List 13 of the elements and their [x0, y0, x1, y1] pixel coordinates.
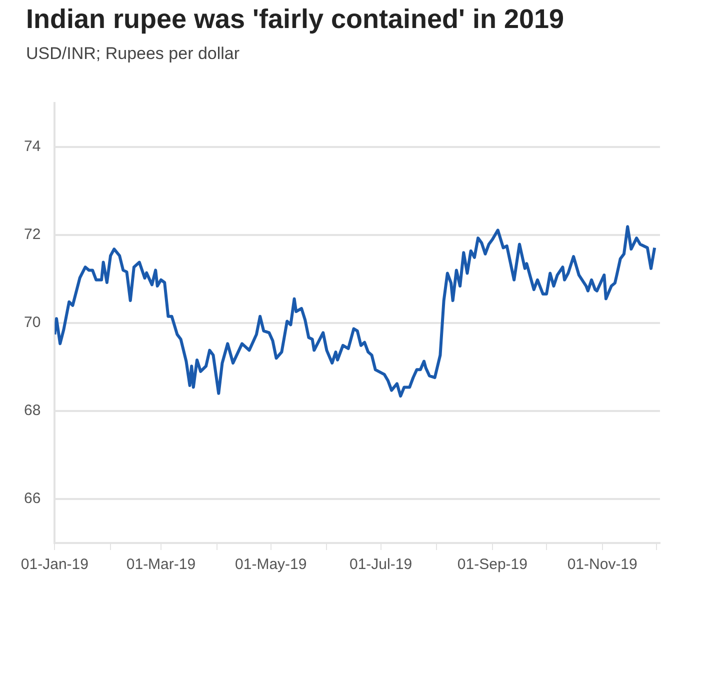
- x-tick-label: 01-Jul-19: [349, 556, 412, 574]
- y-tick-label: 66: [24, 490, 41, 508]
- x-tick-label: 01-Nov-19: [567, 556, 638, 574]
- y-tick-label: 68: [24, 402, 41, 420]
- y-tick-label: 72: [24, 226, 41, 244]
- y-tick-label: 70: [24, 314, 41, 332]
- x-tick-label: 01-Jan-19: [20, 556, 88, 574]
- x-tick-label: 01-Sep-19: [457, 556, 528, 574]
- chart-title: Indian rupee was 'fairly contained' in 2019: [26, 4, 564, 35]
- x-tick-label: 01-May-19: [235, 556, 307, 574]
- chart-subtitle: USD/INR; Rupees per dollar: [26, 44, 240, 64]
- y-tick-label: 74: [24, 138, 41, 156]
- x-tick-label: 01-Mar-19: [126, 556, 196, 574]
